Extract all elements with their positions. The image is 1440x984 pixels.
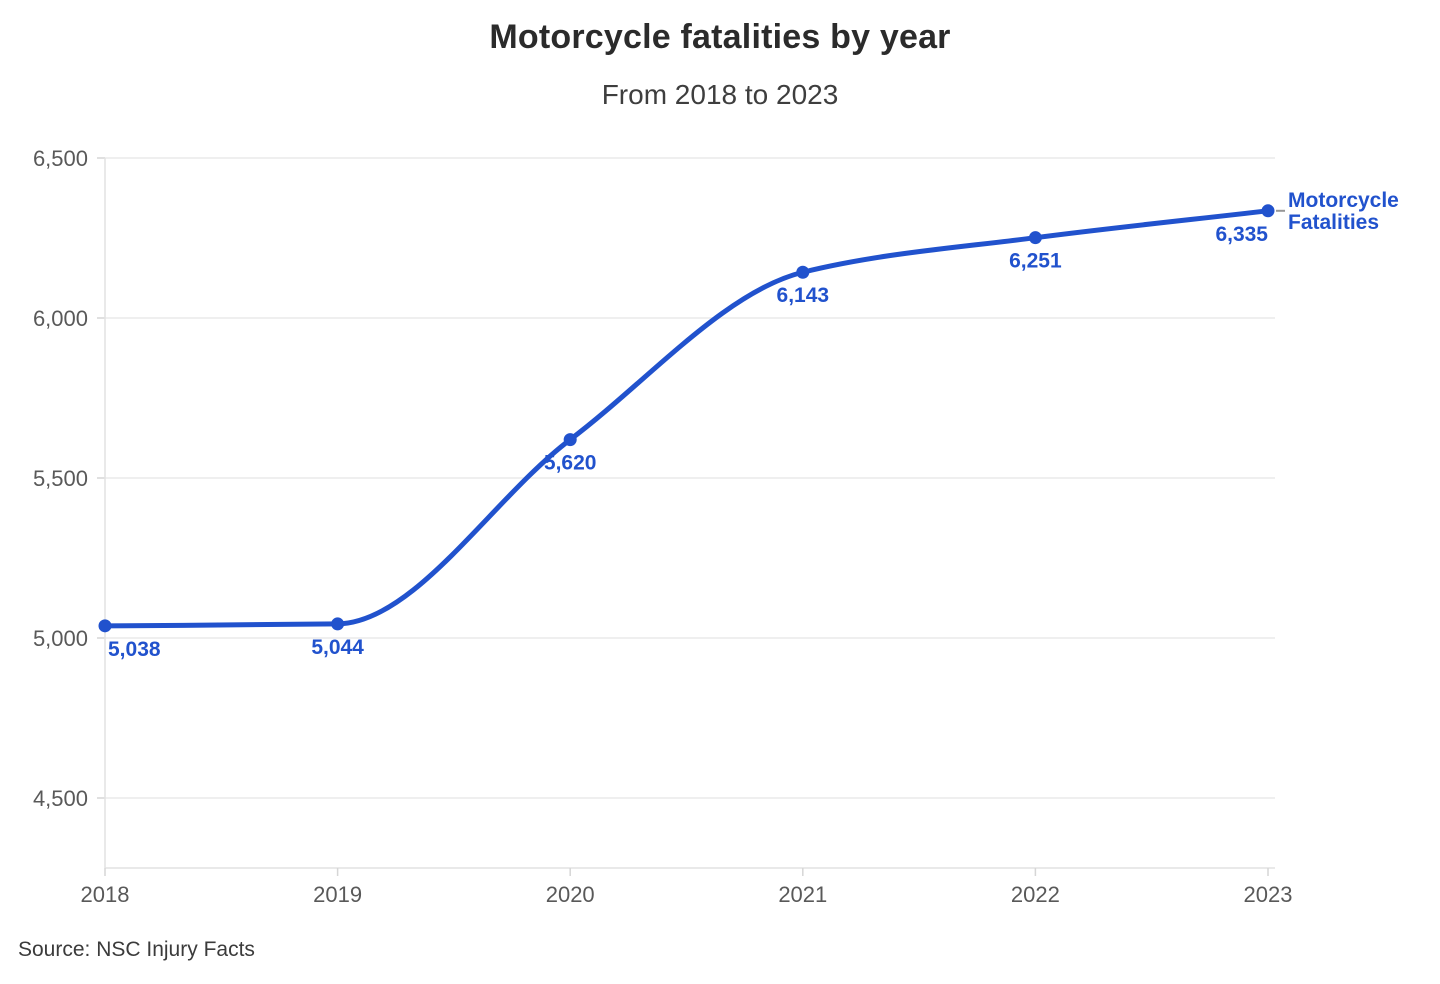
series-line: [102, 208, 1271, 629]
data-point-label: 6,335: [1215, 223, 1268, 246]
data-point-label: 6,143: [777, 284, 830, 307]
source-note: Source: NSC Injury Facts: [18, 938, 255, 961]
data-point: [98, 619, 112, 633]
y-tick-label: 6,000: [33, 306, 88, 331]
chart-title: Motorcycle fatalities by year: [489, 18, 951, 56]
data-point: [563, 433, 577, 447]
series-name-label: Fatalities: [1288, 211, 1379, 234]
x-tick-label: 2022: [1011, 882, 1060, 907]
series-name-label: Motorcycle: [1288, 189, 1399, 212]
y-tick-label: 4,500: [33, 786, 88, 811]
data-point-label: 5,044: [311, 636, 364, 659]
x-tick-label: 2018: [81, 882, 130, 907]
chart-subtitle: From 2018 to 2023: [601, 79, 839, 110]
y-tick-label: 6,500: [33, 146, 88, 171]
x-tick-label: 2020: [546, 882, 595, 907]
data-point: [331, 617, 345, 631]
data-point: [796, 265, 810, 279]
data-point: [1028, 231, 1042, 245]
data-point-label: 6,251: [1009, 250, 1062, 273]
data-point: [1261, 204, 1275, 218]
y-tick-label: 5,000: [33, 626, 88, 651]
x-tick-label: 2023: [1244, 882, 1293, 907]
x-tick-label: 2021: [778, 882, 827, 907]
data-point-label: 5,620: [544, 452, 597, 475]
y-tick-label: 5,500: [33, 466, 88, 491]
data-point-label: 5,038: [108, 638, 161, 661]
x-tick-label: 2019: [313, 882, 362, 907]
